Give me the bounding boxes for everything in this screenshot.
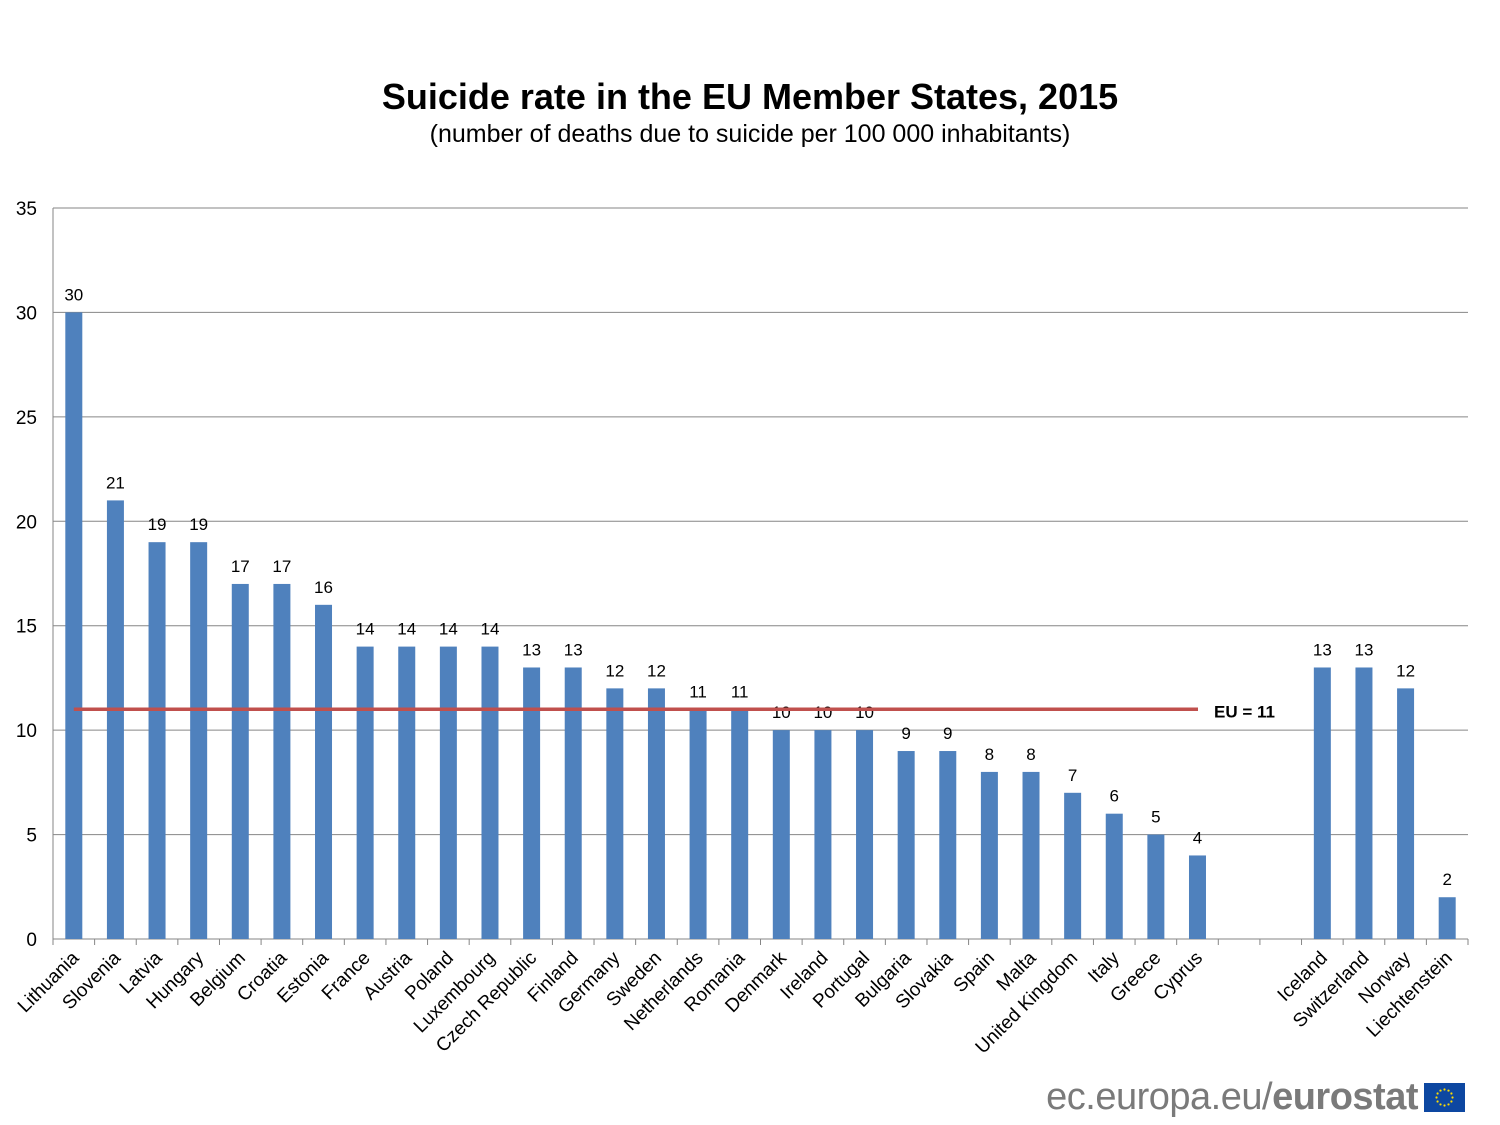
data-label: 19 <box>148 515 167 534</box>
bar <box>689 709 707 939</box>
y-tick-label: 20 <box>16 512 37 533</box>
data-label: 12 <box>647 661 666 680</box>
y-tick-label: 35 <box>16 199 37 220</box>
bar <box>481 646 499 939</box>
data-label: 8 <box>985 745 994 764</box>
data-label: 14 <box>397 620 416 639</box>
data-label: 17 <box>231 557 250 576</box>
bar <box>647 688 665 939</box>
bar <box>980 771 998 939</box>
data-label: 14 <box>439 620 458 639</box>
bar <box>1313 667 1331 939</box>
y-tick-label: 15 <box>16 617 37 638</box>
x-tick-label: Spain <box>950 948 999 997</box>
data-label: 21 <box>106 473 125 492</box>
bar <box>772 730 790 939</box>
bar <box>1355 667 1373 939</box>
bar <box>1188 855 1206 939</box>
y-tick-label: 30 <box>16 303 37 324</box>
data-label: 30 <box>64 285 83 304</box>
data-label: 9 <box>901 724 910 743</box>
data-label: 10 <box>855 703 874 722</box>
data-label: 9 <box>943 724 952 743</box>
bar <box>190 542 208 939</box>
data-label: 14 <box>356 620 375 639</box>
data-label: 10 <box>813 703 832 722</box>
bar <box>65 312 83 939</box>
bar <box>148 542 166 939</box>
data-label: 17 <box>272 557 291 576</box>
bar <box>1105 813 1123 939</box>
logo-text-bold: eurostat <box>1272 1076 1418 1118</box>
bar <box>1064 792 1082 939</box>
data-label: 12 <box>1396 661 1415 680</box>
y-tick-label: 10 <box>16 721 37 742</box>
eu-flag-icon <box>1424 1083 1465 1112</box>
bar <box>315 604 333 939</box>
bar <box>273 583 291 939</box>
y-tick-label: 5 <box>26 826 37 847</box>
y-tick-label: 25 <box>16 408 37 429</box>
data-label: 14 <box>481 620 500 639</box>
data-label: 10 <box>772 703 791 722</box>
data-label: 5 <box>1151 808 1160 827</box>
bar <box>398 646 416 939</box>
data-label: 4 <box>1193 828 1202 847</box>
bar <box>231 583 249 939</box>
data-label: 13 <box>522 640 541 659</box>
bar <box>897 751 915 939</box>
data-label: 8 <box>1026 745 1035 764</box>
bar <box>1147 834 1165 939</box>
bar <box>106 500 124 939</box>
data-label: 19 <box>189 515 208 534</box>
bar <box>731 709 749 939</box>
bar <box>1022 771 1040 939</box>
data-label: 7 <box>1068 766 1077 785</box>
data-label: 11 <box>731 682 749 701</box>
chart-title: Suicide rate in the EU Member States, 20… <box>381 76 1119 117</box>
data-label: 16 <box>314 578 333 597</box>
data-label: 6 <box>1110 787 1119 806</box>
logo-text-regular: ec.europa.eu/ <box>1046 1076 1273 1118</box>
data-label: 11 <box>689 682 707 701</box>
bar <box>1438 897 1456 939</box>
eu-average-label: EU = 11 <box>1214 702 1275 721</box>
bar <box>523 667 541 939</box>
data-label: 13 <box>1354 640 1373 659</box>
bar <box>439 646 457 939</box>
y-tick-label: 0 <box>26 930 37 951</box>
data-label: 13 <box>1313 640 1332 659</box>
bar <box>356 646 374 939</box>
chart-subtitle: (number of deaths due to suicide per 100… <box>429 120 1071 148</box>
data-label: 13 <box>564 640 583 659</box>
eurostat-logo: ec.europa.eu/ eurostat <box>1046 1076 1465 1119</box>
bar <box>1397 688 1415 939</box>
bar <box>856 730 874 939</box>
bar <box>814 730 832 939</box>
data-label: 2 <box>1442 870 1451 889</box>
bar <box>939 751 957 939</box>
data-label: 12 <box>605 661 624 680</box>
bar <box>564 667 582 939</box>
bar <box>606 688 624 939</box>
